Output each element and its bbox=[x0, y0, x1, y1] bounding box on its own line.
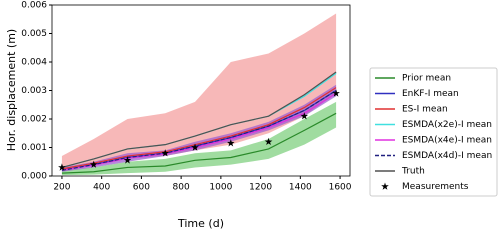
legend-label: ESMDA(x4d)-I mean bbox=[402, 151, 492, 161]
series-line bbox=[61, 71, 337, 169]
legend-label: Truth bbox=[401, 167, 425, 177]
measurement bbox=[58, 163, 66, 171]
legend-label: ESMDA(x2e)-I mean bbox=[402, 120, 492, 130]
x-tick-label: 400 bbox=[93, 183, 110, 193]
x-tick-label: 1000 bbox=[209, 183, 232, 193]
measurement bbox=[300, 112, 309, 120]
x-tick-label: 200 bbox=[53, 183, 70, 193]
measurement bbox=[264, 137, 273, 145]
measurement bbox=[191, 143, 199, 151]
legend-label: ESMDA(x4e)-I mean bbox=[402, 136, 492, 146]
measurement bbox=[123, 156, 132, 164]
measurement bbox=[227, 139, 235, 147]
y-tick-label: 0.002 bbox=[21, 115, 47, 125]
chart: Time (d) Hor. displacement (m) 0.000 0.00… bbox=[5, 1, 498, 230]
x-tick-label: 800 bbox=[173, 183, 190, 193]
band bbox=[61, 84, 337, 172]
y-tick-label: 0.000 bbox=[21, 172, 47, 182]
legend-label: EnKF-I mean bbox=[402, 89, 459, 99]
measurement bbox=[332, 89, 340, 97]
y-tick-label: 0.004 bbox=[21, 58, 47, 68]
x-tick-label: 600 bbox=[133, 183, 150, 193]
legend-label: Prior mean bbox=[402, 74, 451, 84]
y-tick-label: 0.006 bbox=[21, 1, 47, 11]
legend-box bbox=[369, 67, 498, 197]
y-tick-label: 0.001 bbox=[21, 143, 47, 153]
series-line bbox=[61, 112, 337, 174]
measurement bbox=[161, 149, 169, 157]
band bbox=[61, 101, 337, 176]
x-tick-label: 1600 bbox=[329, 183, 352, 193]
x-tick-label: 1400 bbox=[289, 183, 312, 193]
legend-label: Measurements bbox=[402, 182, 469, 192]
legend-marker bbox=[381, 182, 389, 190]
legend-label: ES-I mean bbox=[402, 105, 448, 115]
band bbox=[61, 13, 337, 171]
x-tick-label: 1200 bbox=[249, 183, 272, 193]
y-tick-label: 0.003 bbox=[21, 86, 47, 96]
y-axis-label: Hor. displacement (m) bbox=[5, 29, 18, 151]
x-axis-label: Time (d) bbox=[177, 217, 224, 230]
measurement bbox=[89, 160, 98, 168]
y-tick-label: 0.005 bbox=[21, 29, 47, 39]
